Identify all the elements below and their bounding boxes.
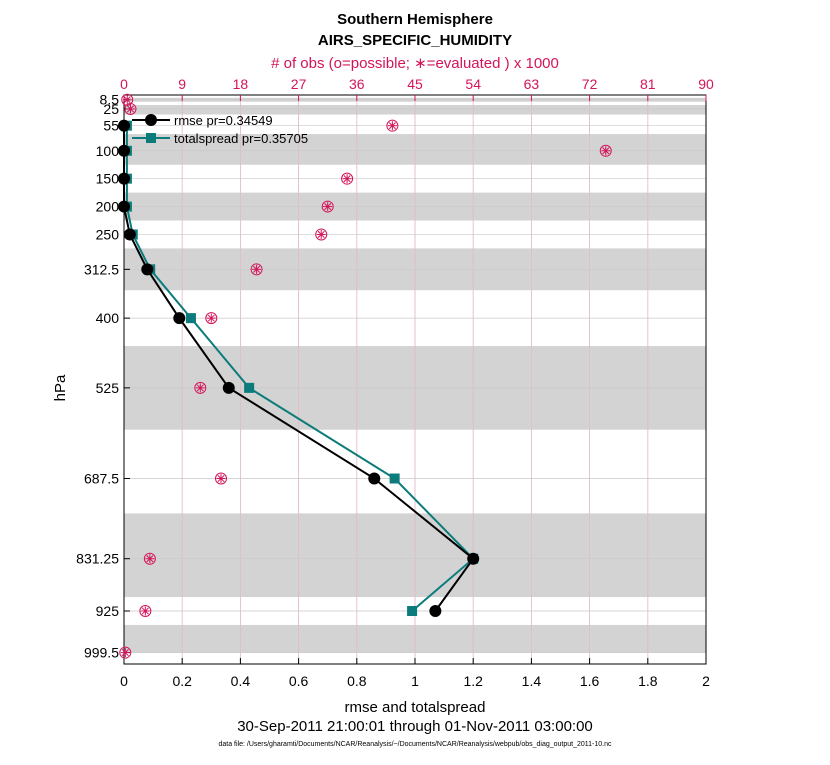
obs-possible-marker xyxy=(599,144,612,157)
rmse-point xyxy=(118,119,130,132)
date-range: 30-Sep-2011 21:00:01 through 01-Nov-2011… xyxy=(237,718,593,735)
x-axis-label: rmse and totalspread xyxy=(345,699,486,716)
top-tick-label: 72 xyxy=(582,76,598,92)
totalspread-point xyxy=(389,473,400,484)
rmse-point xyxy=(222,381,235,394)
rmse-point xyxy=(118,144,130,157)
y-axis-label: hPa xyxy=(52,374,69,401)
x-tick-label: 2 xyxy=(702,673,710,689)
rmse-point xyxy=(123,228,136,241)
rmse-point xyxy=(141,263,154,276)
obs-possible-marker xyxy=(205,312,218,325)
rmse-point xyxy=(173,312,186,325)
y-tick-label: 925 xyxy=(96,603,120,619)
x-tick-label: 0 xyxy=(120,673,128,689)
obs-evaluated-marker xyxy=(122,95,132,105)
obs-evaluated-marker xyxy=(216,474,226,484)
rmse-point xyxy=(118,200,130,213)
obs-evaluated-marker xyxy=(206,313,216,323)
totalspread-point xyxy=(185,313,196,324)
y-tick-label: 55 xyxy=(103,118,119,134)
obs-evaluated-marker xyxy=(120,648,130,658)
obs-possible-marker xyxy=(124,102,137,115)
top-tick-label: 63 xyxy=(524,76,540,92)
obs-evaluated-marker xyxy=(125,104,135,114)
y-tick-label: 999.5 xyxy=(84,645,119,661)
obs-possible-marker xyxy=(341,172,354,185)
rmse-point xyxy=(368,472,381,485)
x-tick-label: 1 xyxy=(411,673,419,689)
y-tick-label: 400 xyxy=(96,310,120,326)
chart-title: Southern Hemisphere xyxy=(337,11,493,28)
obs-possible-marker xyxy=(215,472,227,485)
y-tick-label: 200 xyxy=(96,199,120,215)
obs-evaluated-marker xyxy=(140,606,150,616)
y-tick-label: 150 xyxy=(96,171,120,187)
rmse-point xyxy=(118,172,130,185)
obs-possible-marker xyxy=(143,552,156,565)
top-tick-label: 27 xyxy=(291,76,307,92)
obs-evaluated-marker xyxy=(323,202,333,212)
obs-evaluated-marker xyxy=(316,229,326,239)
top-tick-label: 9 xyxy=(178,76,186,92)
y-tick-label: 312.5 xyxy=(84,261,119,277)
top-tick-label: 36 xyxy=(349,76,365,92)
x-tick-label: 0.2 xyxy=(172,673,192,689)
totalspread-point xyxy=(244,382,255,393)
legend-label: totalspread pr=0.35705 xyxy=(174,131,308,146)
obs-possible-marker xyxy=(194,381,207,394)
x-tick-label: 0.8 xyxy=(347,673,367,689)
y-tick-label: 25 xyxy=(103,101,119,117)
rmse-point xyxy=(429,605,442,618)
y-tick-label: 8.5 xyxy=(100,92,120,108)
x-tick-label: 1.8 xyxy=(638,673,658,689)
x-tick-label: 0.4 xyxy=(231,673,251,689)
legend-label: rmse pr=0.34549 xyxy=(174,113,273,128)
top-tick-label: 18 xyxy=(233,76,249,92)
chart-subtitle: AIRS_SPECIFIC_HUMIDITY xyxy=(318,32,512,49)
top-tick-label: 0 xyxy=(120,76,128,92)
obs-evaluated-marker xyxy=(145,554,155,564)
obs-evaluated-marker xyxy=(601,146,611,156)
obs-evaluated-marker xyxy=(342,174,352,184)
legend-marker xyxy=(145,114,157,126)
top-axis-label: # of obs (o=possible; ∗=evaluated ) x 10… xyxy=(271,55,559,72)
totalspread-point xyxy=(407,606,418,617)
x-tick-label: 1.2 xyxy=(463,673,483,689)
y-tick-label: 525 xyxy=(96,380,120,396)
y-tick-label: 687.5 xyxy=(84,471,119,487)
obs-possible-marker xyxy=(386,119,399,132)
x-tick-label: 1.6 xyxy=(580,673,600,689)
obs-possible-marker xyxy=(321,200,334,213)
x-tick-label: 1.4 xyxy=(522,673,542,689)
x-tick-label: 0.6 xyxy=(289,673,309,689)
y-tick-label: 831.25 xyxy=(76,551,119,567)
plot-area: 0 0.2 0.4 0.6 0.8 1 1.2 1.4 1.6 1.8 2 0 9 18 27 36 45 54 6… xyxy=(76,76,714,689)
obs-evaluated-marker xyxy=(195,383,205,393)
y-tick-label: 250 xyxy=(96,226,120,242)
legend-marker xyxy=(146,133,156,143)
obs-evaluated-marker xyxy=(387,121,397,131)
obs-evaluated-marker xyxy=(252,264,262,274)
rmse-point xyxy=(467,552,480,565)
footnote: data file: /Users/gharamti/Documents/NCA… xyxy=(218,741,612,748)
obs-possible-marker xyxy=(250,263,263,276)
obs-possible-marker xyxy=(119,646,132,659)
obs-possible-marker xyxy=(121,93,134,106)
top-tick-label: 54 xyxy=(465,76,481,92)
top-tick-label: 45 xyxy=(407,76,423,92)
top-tick-label: 90 xyxy=(698,76,714,92)
y-tick-label: 100 xyxy=(96,143,120,159)
top-tick-label: 81 xyxy=(640,76,656,92)
legend: rmse pr=0.34549 totalspread pr=0.35705 xyxy=(132,113,308,146)
obs-possible-marker xyxy=(139,605,152,618)
obs-possible-marker xyxy=(315,228,328,241)
